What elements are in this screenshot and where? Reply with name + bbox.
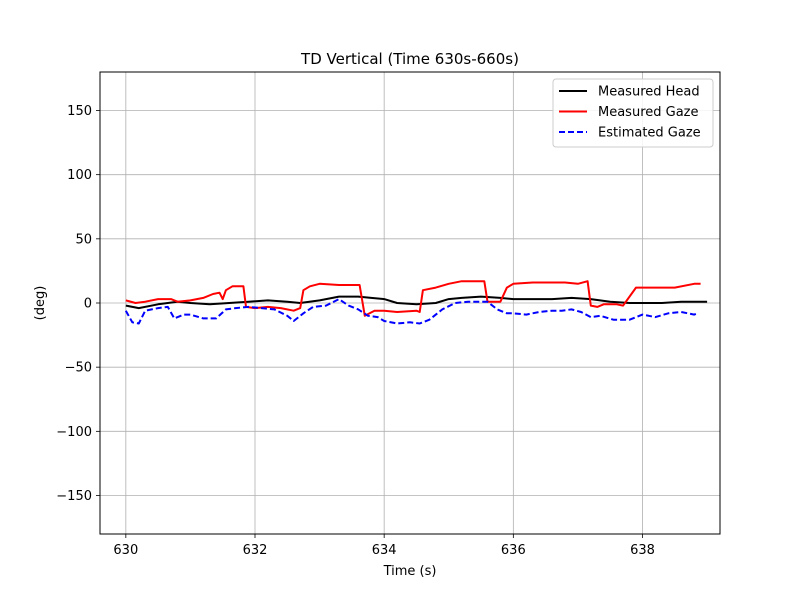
y-tick-label: 0: [84, 297, 92, 312]
legend-label: Measured Gaze: [598, 105, 699, 120]
chart-title: TD Vertical (Time 630s-660s): [300, 50, 519, 68]
series-line-3: [124, 298, 698, 325]
series-line-2: [125, 280, 701, 317]
y-tick-label: 50: [75, 232, 92, 247]
y-axis-label: (deg): [33, 286, 48, 321]
legend-box: [552, 78, 714, 148]
legend: Measured Head Measured Gaze Estimated Gaze: [552, 78, 714, 148]
y-tick-label: 150: [67, 104, 92, 119]
y-tick-label: −150: [56, 489, 92, 504]
y-axis: −150 −100 −50 0 50 100 150: [56, 104, 100, 504]
x-tick-label: 634: [372, 543, 397, 558]
legend-label: Measured Head: [598, 85, 700, 100]
x-tick-label: 636: [501, 543, 526, 558]
legend-label: Estimated Gaze: [598, 126, 701, 141]
series-line-1: [125, 295, 708, 310]
y-tick-label: −50: [65, 361, 92, 376]
x-tick-label: 638: [630, 543, 655, 558]
x-axis: 630 632 634 636 638: [113, 534, 655, 558]
x-axis-label: Time (s): [383, 564, 437, 579]
x-tick-label: 630: [113, 543, 138, 558]
series-layer: [124, 280, 708, 325]
y-tick-label: −100: [56, 425, 92, 440]
x-tick-label: 632: [243, 543, 268, 558]
y-tick-label: 100: [67, 168, 92, 183]
